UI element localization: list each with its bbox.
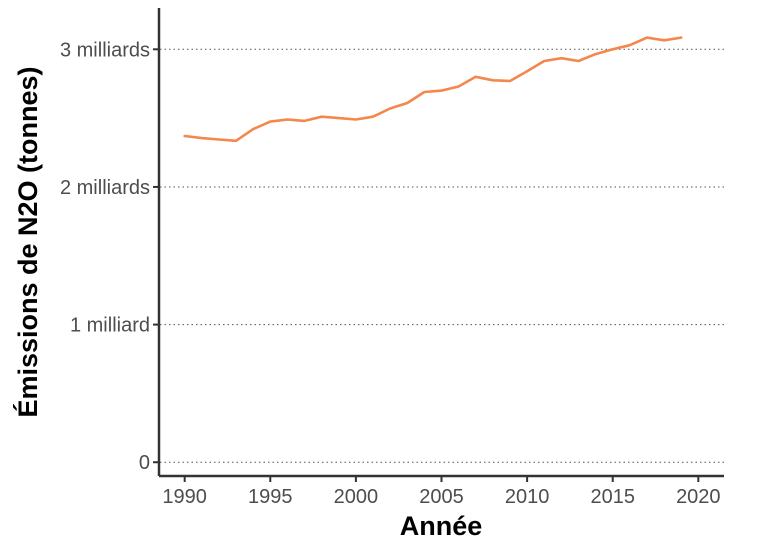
x-tick-label: 2005	[419, 486, 464, 508]
x-tick-label: 2010	[505, 486, 550, 508]
series-line	[183, 36, 683, 143]
grid-lines	[160, 48, 724, 463]
y-tick-label: 0	[139, 452, 150, 474]
y-tick-label: 3 milliards	[60, 39, 150, 61]
x-tick-label: 1995	[248, 486, 293, 508]
x-tick-label: 2015	[590, 486, 635, 508]
x-tick-label: 2000	[334, 486, 379, 508]
y-axis-title: Émissions de N2O (tonnes)	[12, 66, 43, 417]
series	[183, 36, 683, 143]
x-tick-label: 1990	[162, 486, 207, 508]
x-axis-title: Année	[400, 511, 483, 541]
axes	[157, 8, 724, 478]
y-tick-label: 1 milliard	[70, 315, 150, 337]
axis-ticks: 0 1 milliard 2 milliards 3 milliards 1990 199…	[60, 39, 721, 508]
x-tick-label: 2020	[676, 486, 721, 508]
y-tick-label: 2 milliards	[60, 177, 150, 199]
